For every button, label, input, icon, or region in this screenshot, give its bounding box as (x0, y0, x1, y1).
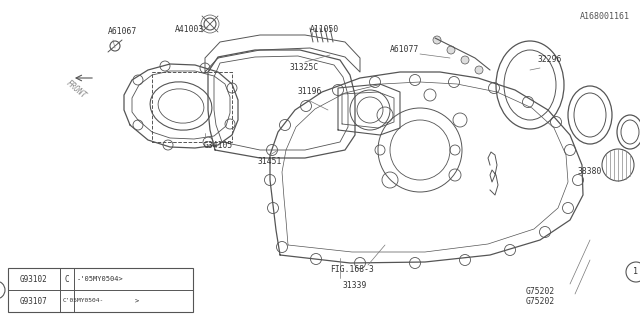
Circle shape (160, 61, 170, 71)
Text: A168001161: A168001161 (580, 12, 630, 21)
Circle shape (564, 145, 575, 156)
Circle shape (447, 46, 455, 54)
Circle shape (227, 83, 237, 93)
Text: G34105: G34105 (204, 140, 233, 149)
Circle shape (449, 76, 460, 87)
Circle shape (200, 63, 210, 73)
Circle shape (573, 174, 584, 186)
Circle shape (301, 100, 312, 111)
Circle shape (369, 76, 381, 87)
Circle shape (333, 84, 344, 95)
Circle shape (410, 75, 420, 85)
Text: FRONT: FRONT (64, 79, 88, 101)
Circle shape (550, 116, 561, 127)
Circle shape (461, 56, 469, 64)
Text: G93102: G93102 (20, 275, 48, 284)
Text: 31196: 31196 (298, 87, 323, 97)
Text: 32296: 32296 (538, 55, 562, 65)
Bar (152, 72, 232, 142)
Circle shape (504, 244, 515, 255)
Text: A11050: A11050 (310, 26, 339, 35)
Text: >: > (135, 298, 140, 304)
Text: A61067: A61067 (108, 28, 137, 36)
Circle shape (133, 120, 143, 130)
Text: 1: 1 (634, 268, 639, 276)
Circle shape (276, 242, 287, 252)
Circle shape (460, 254, 470, 266)
Circle shape (540, 227, 550, 237)
Circle shape (433, 36, 441, 44)
Circle shape (225, 119, 235, 129)
Circle shape (522, 97, 534, 108)
Circle shape (410, 258, 420, 268)
Text: 38380: 38380 (578, 167, 602, 177)
Circle shape (488, 83, 499, 93)
Text: A41003: A41003 (175, 26, 204, 35)
Text: G93107: G93107 (20, 297, 48, 306)
Text: 31325C: 31325C (290, 63, 319, 73)
Circle shape (280, 119, 291, 131)
Text: 31339: 31339 (343, 282, 367, 291)
Circle shape (264, 174, 275, 186)
Circle shape (133, 75, 143, 85)
Circle shape (475, 66, 483, 74)
Text: -'05MY0504>: -'05MY0504> (77, 276, 124, 282)
Circle shape (355, 258, 365, 268)
Text: C'05MY0504-: C'05MY0504- (63, 299, 104, 303)
Text: 31451: 31451 (258, 157, 282, 166)
Circle shape (266, 145, 278, 156)
Circle shape (268, 203, 278, 213)
Circle shape (203, 137, 213, 147)
Text: A61077: A61077 (390, 45, 419, 54)
Text: G75202: G75202 (525, 287, 555, 297)
Circle shape (563, 203, 573, 213)
Text: FIG.168-3: FIG.168-3 (330, 266, 374, 275)
Circle shape (310, 253, 321, 265)
Bar (8, 268, 193, 312)
Text: C: C (65, 275, 69, 284)
Text: G75202: G75202 (525, 298, 555, 307)
Circle shape (163, 140, 173, 150)
